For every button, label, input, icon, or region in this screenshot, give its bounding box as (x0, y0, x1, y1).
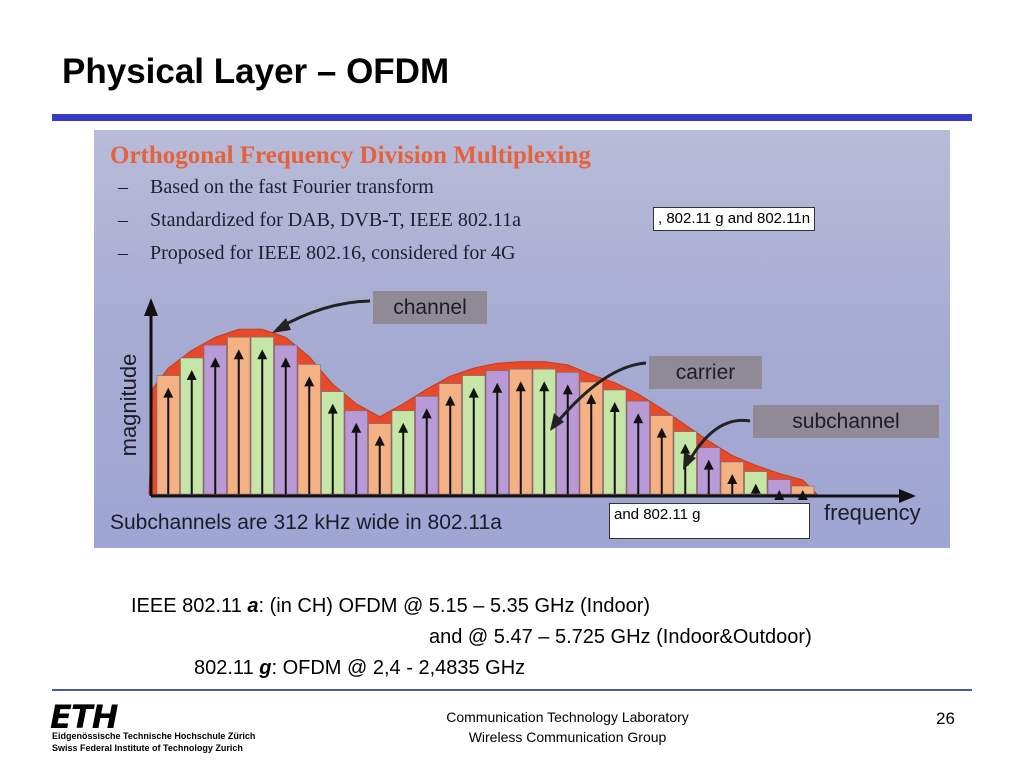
bullet-dash: – (118, 242, 128, 264)
carrier-pointer-head (550, 413, 564, 431)
y-axis-arrowhead (144, 298, 158, 316)
carrier-arrowhead (562, 384, 573, 395)
carrier-arrowhead (586, 394, 597, 404)
eth-logo-line1: Eidgenössische Technische Hochschule Zür… (52, 731, 256, 741)
page-number: 26 (936, 709, 955, 728)
carrier-arrowhead (280, 357, 291, 368)
carrier-pointer-arrow (552, 361, 647, 427)
carrier-arrowhead (304, 376, 315, 387)
carrier-arrowhead (398, 422, 409, 433)
spectrum-diagram (144, 298, 916, 503)
title-divider (52, 114, 972, 121)
subchannel-pointer-head (683, 452, 696, 470)
ieee-a-suffix: a (247, 595, 259, 617)
carrier-arrowhead (186, 370, 197, 380)
bullet-text: Based on the fast Fourier transform (150, 176, 434, 198)
carrier-arrowhead (515, 381, 526, 392)
carrier-arrowhead (327, 403, 338, 414)
carrier-arrowhead (750, 483, 761, 494)
carrier-arrowhead (468, 387, 479, 398)
x-axis-arrowhead (899, 489, 916, 503)
ieee-80211a-line: IEEE 802.11 a: (in CH) OFDM @ 5.15 – 5.3… (131, 595, 650, 618)
carrier-arrowhead (445, 395, 456, 406)
carrier-arrowhead (257, 349, 268, 360)
standards-note: , 802.11 g and 802.11n (653, 207, 816, 231)
x-axis-label: frequency (824, 500, 921, 525)
figure-bullet-list: – Based on the fast Fourier transform – St… (118, 176, 521, 275)
carrier-arrowhead (374, 435, 385, 446)
figure-heading: Orthogonal Frequency Division Multiplexi… (110, 142, 591, 169)
subchannel-note: and 802.11 g (609, 503, 810, 539)
carrier-arrowhead (633, 413, 644, 424)
channel-pointer-arrow (276, 299, 371, 331)
bullet-text: Proposed for IEEE 802.16, considered for… (150, 242, 516, 264)
ieee-g-details: : OFDM @ 2,4 - 2,4835 GHz (271, 657, 526, 679)
ieee-80211a-line2: and @ 5.47 – 5.725 GHz (Indoor&Outdoor) (429, 626, 812, 648)
carrier-arrowhead (727, 474, 738, 484)
slide-title: Physical Layer – OFDM (62, 52, 450, 91)
carrier-arrows (163, 349, 808, 500)
carrier-arrowhead (492, 382, 503, 393)
subchannel-pointer-arrow (685, 418, 751, 466)
ieee-80211g-line: 802.11 g: OFDM @ 2,4 - 2,4835 GHz (194, 657, 525, 680)
channel-pointer-head (272, 318, 291, 333)
figure-bullet: – Based on the fast Fourier transform (118, 176, 521, 209)
channel-label: channel (373, 291, 487, 324)
carrier-arrowhead (233, 349, 244, 360)
y-axis-label: magnitude (116, 353, 141, 457)
carrier-arrowhead (609, 402, 620, 412)
bullet-text: Standardized for DAB, DVB-T, IEEE 802.11… (150, 209, 522, 231)
carrier-arrowhead (656, 427, 667, 438)
ieee-g-prefix: 802.11 (194, 657, 260, 679)
ieee-prefix: IEEE 802.11 (131, 595, 248, 617)
figure-bullet: – Proposed for IEEE 802.16, considered fo… (118, 242, 521, 275)
footer-lab-info: Communication Technology Laboratory Wire… (400, 707, 735, 747)
subchannel-label: subchannel (753, 405, 939, 438)
ieee-g-suffix: g (259, 657, 272, 679)
ieee-a-details: : (in CH) OFDM @ 5.15 – 5.35 GHz (Indoor… (258, 595, 651, 617)
eth-logo: ETH (50, 698, 118, 736)
footer-lab: Communication Technology Laboratory (446, 709, 689, 725)
carrier-arrowhead (210, 357, 221, 368)
carrier-arrowhead (351, 422, 362, 433)
carrier-arrowhead (539, 381, 550, 392)
eth-logo-line2: Swiss Federal Institute of Technology Zu… (52, 743, 243, 753)
footer-divider (52, 689, 972, 691)
figure-bullet: – Standardized for DAB, DVB-T, IEEE 802.1… (118, 209, 521, 242)
bullet-dash: – (118, 176, 128, 198)
carrier-label: carrier (649, 356, 762, 389)
footer-group: Wireless Communication Group (468, 729, 667, 745)
carrier-arrowhead (703, 459, 714, 470)
carrier-arrowhead (163, 387, 174, 398)
carrier-arrowhead (680, 443, 691, 454)
ofdm-figure: Orthogonal Frequency Division Multiplexi… (94, 130, 950, 548)
figure-caption: Subchannels are 312 kHz wide in 802.11a (110, 511, 502, 534)
bullet-dash: – (118, 209, 128, 231)
carrier-arrowhead (421, 408, 432, 419)
